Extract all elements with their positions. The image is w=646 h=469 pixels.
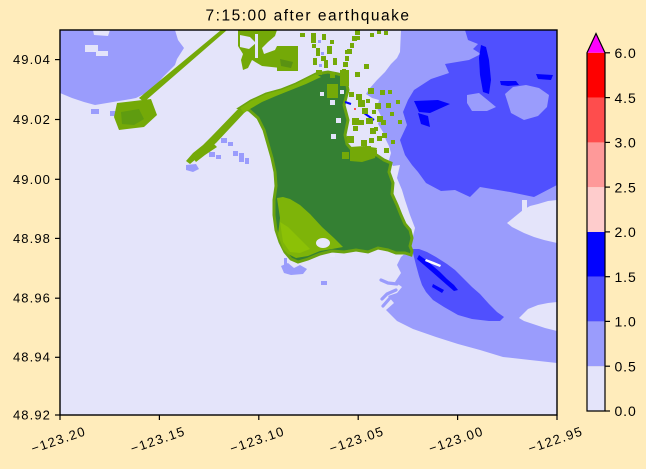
svg-text:48.94: 48.94 (13, 350, 51, 365)
svg-text:0.0: 0.0 (615, 403, 637, 419)
svg-text:7:15:00 after earthquake: 7:15:00 after earthquake (206, 8, 411, 25)
svg-text:6.0: 6.0 (615, 45, 637, 61)
svg-text:49.02: 49.02 (13, 112, 51, 127)
svg-text:49.04: 49.04 (13, 52, 51, 67)
svg-text:48.96: 48.96 (13, 291, 51, 306)
svg-text:3.0: 3.0 (615, 135, 637, 151)
svg-text:49.00: 49.00 (13, 172, 51, 187)
svg-text:48.92: 48.92 (13, 408, 51, 423)
svg-text:2.5: 2.5 (615, 179, 637, 195)
svg-text:48.98: 48.98 (13, 231, 51, 246)
svg-text:2.0: 2.0 (615, 224, 637, 240)
svg-text:0.5: 0.5 (615, 358, 637, 374)
svg-text:4.5: 4.5 (615, 90, 637, 106)
svg-text:1.5: 1.5 (615, 269, 637, 285)
svg-text:1.0: 1.0 (615, 314, 637, 330)
